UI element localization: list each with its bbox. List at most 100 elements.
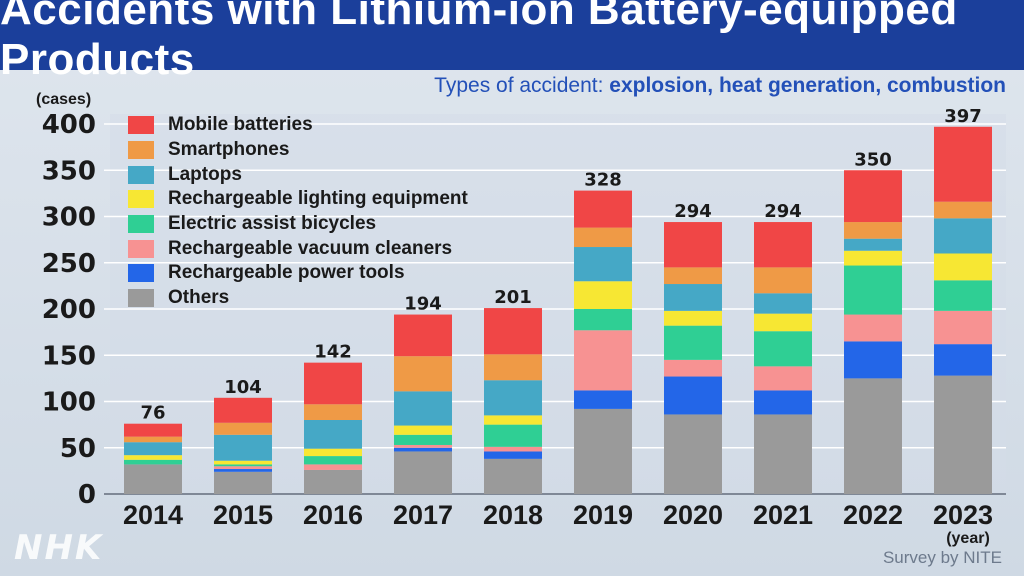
bar-segment: [394, 434, 452, 445]
bar-segment: [214, 469, 272, 472]
legend-item: Mobile batteries: [128, 113, 468, 138]
legend-label: Mobile batteries: [168, 114, 313, 136]
bar-segment: [124, 436, 182, 443]
total-label: 201: [494, 287, 532, 308]
bar-segment: [214, 422, 272, 435]
bar-segment: [664, 414, 722, 494]
bar-segment: [394, 425, 452, 435]
legend-item: Rechargeable vacuum cleaners: [128, 236, 468, 261]
y-tick-label: 150: [42, 341, 96, 371]
bar-segment: [664, 284, 722, 311]
bar-segment: [484, 446, 542, 452]
bar-segment: [934, 344, 992, 376]
bar-segment: [934, 375, 992, 494]
x-tick-label: 2023: [933, 500, 993, 530]
bar-segment: [664, 359, 722, 377]
y-axis-label: (cases): [36, 91, 91, 108]
bar-segment: [754, 313, 812, 332]
x-tick-label: 2015: [213, 500, 273, 530]
legend-swatch: [128, 239, 154, 258]
bar-segment: [934, 201, 992, 219]
legend-item: Electric assist bicycles: [128, 212, 468, 237]
bar-segment: [574, 309, 632, 331]
y-tick-label: 200: [42, 295, 96, 325]
bar-segment: [124, 464, 182, 494]
bar-segment: [394, 314, 452, 357]
total-label: 104: [224, 377, 262, 398]
subtitle-prefix: Types of accident:: [434, 74, 610, 97]
bar-segment: [124, 423, 182, 437]
legend-swatch: [128, 165, 154, 184]
total-label: 294: [764, 201, 802, 222]
legend-label: Laptops: [168, 163, 242, 185]
bar-segment: [754, 414, 812, 494]
bar-segment: [304, 448, 362, 457]
bar-segment: [574, 408, 632, 494]
bar-segment: [844, 222, 902, 239]
y-tick-label: 50: [60, 434, 96, 464]
bar-segment: [754, 366, 812, 391]
total-label: 397: [944, 106, 982, 127]
bar-segment: [844, 314, 902, 342]
x-tick-label: 2014: [123, 500, 183, 530]
legend-label: Electric assist bicycles: [168, 213, 377, 235]
x-tick-label: 2018: [483, 500, 543, 530]
legend-item: Rechargeable power tools: [128, 261, 468, 286]
bar-segment: [754, 222, 812, 268]
x-tick-label: 2017: [393, 500, 453, 530]
accident-types-subtitle: Types of accident: explosion, heat gener…: [434, 74, 1006, 98]
bar-segment: [484, 308, 542, 355]
legend-swatch: [128, 289, 154, 308]
legend-swatch: [128, 141, 154, 160]
bar-segment: [304, 420, 362, 449]
bar-segment: [124, 459, 182, 465]
bar-segment: [934, 280, 992, 311]
chart-legend: Mobile batteries Smartphones Laptops Rechar…: [128, 113, 468, 311]
bar-segment: [484, 458, 542, 494]
total-label: 350: [854, 149, 892, 170]
bar-segment: [844, 170, 902, 223]
bar-segment: [844, 238, 902, 251]
bar-segment: [484, 424, 542, 447]
bar-segment: [844, 265, 902, 315]
bar-segment: [124, 442, 182, 456]
bar-segment: [214, 466, 272, 470]
subtitle-types: explosion, heat generation, combustion: [609, 74, 1006, 97]
x-tick-label: 2016: [303, 500, 363, 530]
total-label: 142: [314, 342, 352, 363]
legend-item: Laptops: [128, 162, 468, 187]
x-tick-label: 2022: [843, 500, 903, 530]
bar-segment: [574, 190, 632, 228]
bar-segment: [484, 451, 542, 459]
bar-segment: [844, 378, 902, 494]
bar-segment: [484, 380, 542, 416]
bar-segment: [394, 447, 452, 452]
legend-label: Rechargeable power tools: [168, 262, 405, 284]
bar-segment: [934, 126, 992, 202]
legend-item: Others: [128, 286, 468, 311]
bar-segment: [664, 376, 722, 415]
y-tick-label: 400: [42, 110, 96, 140]
legend-label: Others: [168, 287, 230, 309]
x-tick-label: 2019: [573, 500, 633, 530]
x-tick-label: 2021: [753, 500, 813, 530]
total-label: 194: [404, 294, 442, 315]
legend-swatch: [128, 190, 154, 209]
bar-segment: [754, 293, 812, 314]
bar-segment: [124, 455, 182, 460]
bar-segment: [844, 341, 902, 379]
title-bar: Accidents with Lithium-ion Battery-equip…: [0, 0, 1024, 84]
bar-segment: [484, 415, 542, 425]
legend-label: Smartphones: [168, 139, 290, 161]
legend-item: Smartphones: [128, 138, 468, 163]
y-tick-label: 300: [42, 203, 96, 233]
bar-segment: [934, 310, 992, 345]
bar-segment: [304, 464, 362, 470]
bar-segment: [664, 310, 722, 326]
legend-swatch: [128, 116, 154, 135]
bar-segment: [214, 471, 272, 494]
total-label: 76: [140, 403, 165, 424]
bar-segment: [394, 356, 452, 392]
legend-item: Rechargeable lighting equipment: [128, 187, 468, 212]
